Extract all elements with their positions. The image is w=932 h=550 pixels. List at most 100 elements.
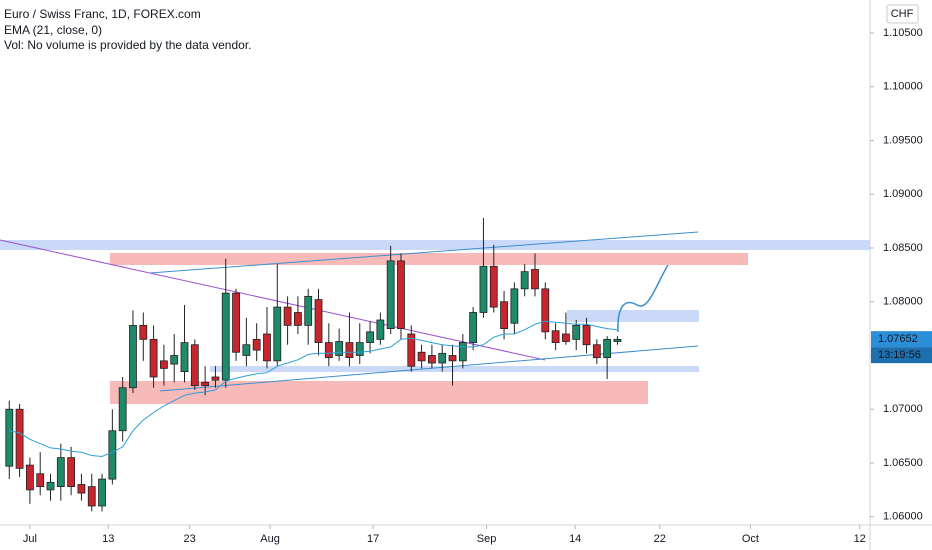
candle-body xyxy=(386,260,395,330)
y-tick-label: 1.06000 xyxy=(883,511,923,523)
drawings xyxy=(0,231,870,404)
last-price-label: 1.07652 xyxy=(878,333,918,345)
candle-body xyxy=(170,355,179,365)
candle-body xyxy=(324,342,333,359)
candle-body xyxy=(201,381,210,386)
y-tick-label: 1.06500 xyxy=(883,457,923,469)
y-tick-label: 1.08500 xyxy=(883,242,923,254)
candle-body xyxy=(603,338,612,359)
countdown-label: 13:19:56 xyxy=(878,349,921,361)
x-tick-label: 23 xyxy=(184,533,196,545)
candle-body xyxy=(87,486,96,507)
candle-body xyxy=(314,299,323,343)
candle-body xyxy=(335,341,344,356)
candle-body xyxy=(489,265,498,308)
y-tick-label: 1.09500 xyxy=(883,134,923,146)
candle-body xyxy=(376,319,385,340)
currency-box[interactable] xyxy=(886,4,919,24)
candle-body xyxy=(139,324,148,340)
x-tick-label: 17 xyxy=(367,533,379,545)
candle-body xyxy=(479,265,488,313)
candle-body xyxy=(500,301,508,330)
candle-body xyxy=(129,324,137,389)
candle-body xyxy=(190,344,199,386)
candle-body xyxy=(25,464,34,491)
projection-path xyxy=(617,264,669,333)
candle-body xyxy=(252,338,261,351)
candle-body xyxy=(458,342,467,362)
candle-body xyxy=(263,333,271,362)
candle-body xyxy=(448,355,457,362)
candle-body xyxy=(592,344,601,359)
x-tick-label: 14 xyxy=(569,533,581,545)
zone xyxy=(110,381,648,404)
x-tick-label: 22 xyxy=(654,533,666,545)
candle-body xyxy=(541,288,550,333)
candle-body xyxy=(118,387,127,432)
candle-body xyxy=(520,271,529,290)
y-tick-label: 1.08000 xyxy=(883,296,923,308)
x-tick-label: Jul xyxy=(23,533,37,545)
candle-body xyxy=(56,457,65,488)
candle-body xyxy=(428,355,436,364)
candle-body xyxy=(613,338,622,342)
zone xyxy=(210,366,699,372)
candle-body xyxy=(180,342,189,373)
candle-body xyxy=(397,260,405,330)
zone xyxy=(567,310,699,322)
countdown-box xyxy=(871,347,932,364)
trend-line xyxy=(0,239,546,361)
candle-body xyxy=(572,324,581,340)
candle-body xyxy=(510,288,519,324)
x-tick-label: Aug xyxy=(260,533,280,545)
candle-body xyxy=(562,333,570,342)
candle-body xyxy=(77,484,86,494)
currency-label: CHF xyxy=(891,8,914,20)
candle-body xyxy=(294,312,302,326)
trend-line xyxy=(149,231,699,274)
candle-body xyxy=(273,306,282,362)
zone xyxy=(0,240,870,250)
zone xyxy=(110,253,748,265)
candle-body xyxy=(469,312,478,343)
candle-body xyxy=(211,376,220,381)
candle-body xyxy=(159,360,168,369)
candle-body xyxy=(417,351,426,362)
candle-body xyxy=(67,457,76,488)
candle-body xyxy=(232,292,240,353)
candle-body xyxy=(304,295,313,326)
x-tick-label: Sep xyxy=(477,533,497,545)
candle-body xyxy=(582,324,591,346)
last-price-box xyxy=(871,331,932,348)
candle-body xyxy=(149,338,158,378)
candle-body xyxy=(242,344,251,356)
candle-body xyxy=(108,430,117,480)
candle-body xyxy=(366,331,374,343)
y-tick-label: 1.07000 xyxy=(883,403,923,415)
x-tick-label: 13 xyxy=(102,533,114,545)
candle-body xyxy=(551,330,560,343)
candle-body xyxy=(5,408,14,467)
candle-body xyxy=(46,481,55,491)
candle-body xyxy=(531,269,539,290)
x-tick-label: Oct xyxy=(742,533,759,545)
y-tick-label: 1.09000 xyxy=(883,188,923,200)
x-tick-label: 12 xyxy=(854,533,866,545)
volume-note: Vol: No volume is provided by the data v… xyxy=(4,38,251,52)
marks xyxy=(5,217,622,512)
ema-line xyxy=(9,320,618,458)
candle-body xyxy=(345,342,354,359)
y-tick-label: 1.10000 xyxy=(883,81,923,93)
candle-body xyxy=(221,292,230,381)
candle-body xyxy=(15,408,24,469)
candle-body xyxy=(98,478,106,507)
candle-body xyxy=(36,473,45,488)
y-tick-label: 1.10500 xyxy=(883,27,923,39)
candle-body xyxy=(355,342,364,356)
indicator-label: EMA (21, close, 0) xyxy=(4,23,102,37)
candle-body xyxy=(407,333,416,367)
candle-body xyxy=(438,352,447,364)
candle-body xyxy=(283,306,292,326)
